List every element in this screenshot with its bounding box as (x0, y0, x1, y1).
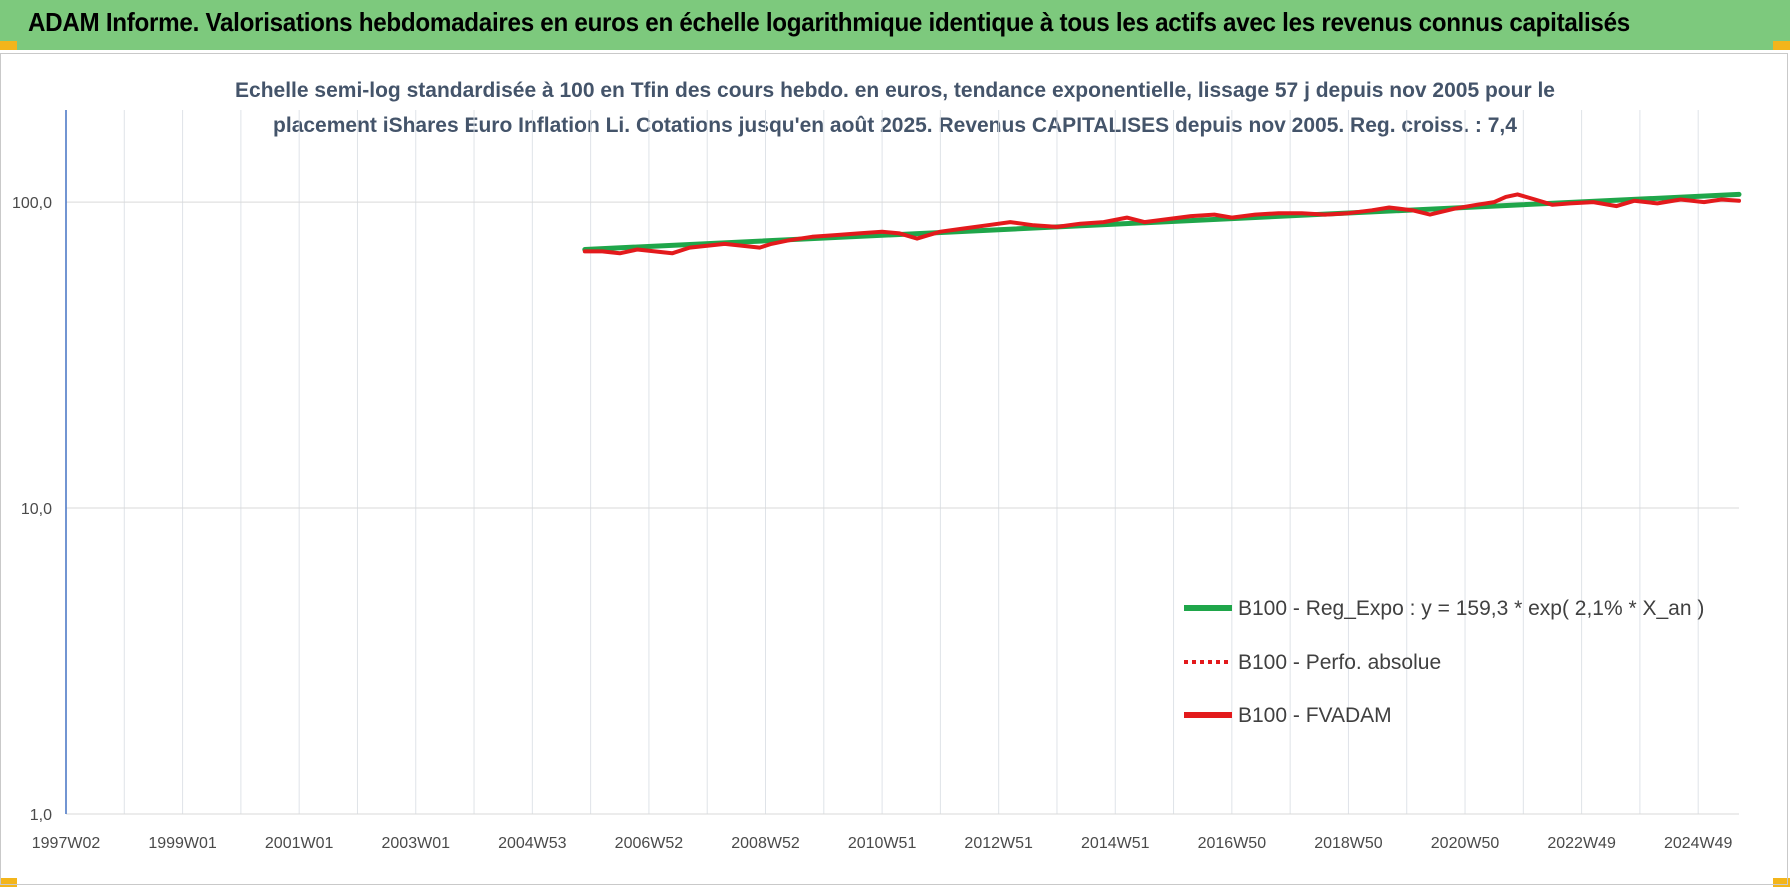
vertical-gridlines (65, 110, 1699, 814)
corner-marker-top-left (0, 41, 17, 50)
y-tick-label: 10,0 (21, 501, 52, 518)
x-tick-labels: 1997W02 1999W01 2001W01 2003W01 2004W53 2006W… (32, 835, 1733, 852)
corner-marker-top-right (1773, 41, 1790, 50)
y-tick-label: 100,0 (12, 195, 52, 212)
legend-label-1: B100 - Perfo. absolue (1238, 651, 1441, 674)
x-tick-label: 2022W49 (1547, 835, 1616, 852)
x-tick-label: 2006W52 (615, 835, 684, 852)
x-tick-label: 2020W50 (1431, 835, 1500, 852)
chart-legend: B100 - Reg_Expo : y = 159,3 * exp( 2,1% … (1184, 597, 1704, 727)
corner-marker-bottom-left (0, 878, 17, 887)
series-line-2 (582, 192, 1741, 256)
x-tick-label: 2010W51 (848, 835, 917, 852)
y-tick-label: 1,0 (30, 807, 52, 824)
x-tick-label: 2012W51 (964, 835, 1033, 852)
x-tick-label: 2024W49 (1664, 835, 1733, 852)
x-tick-label: 1997W02 (32, 835, 101, 852)
horizontal-gridlines (66, 201, 1739, 815)
report-banner: ADAM Informe. Valorisations hebdomadaire… (0, 0, 1790, 50)
x-tick-label: 2001W01 (265, 835, 334, 852)
chart-area-border (0, 53, 1788, 885)
x-tick-label: 2008W52 (731, 835, 800, 852)
legend-label-0: B100 - Reg_Expo : y = 159,3 * exp( 2,1% … (1238, 597, 1704, 620)
chart-title-line-1: Echelle semi-log standardisée à 100 en T… (235, 79, 1555, 102)
legend-label-2: B100 - FVADAM (1238, 704, 1392, 727)
corner-marker-bottom-right (1773, 878, 1790, 887)
report-title: ADAM Informe. Valorisations hebdomadaire… (28, 7, 1630, 37)
x-tick-label: 2014W51 (1081, 835, 1150, 852)
x-tick-label: 2003W01 (382, 835, 451, 852)
chart-title-line-2: placement iShares Euro Inflation Li. Cot… (273, 114, 1517, 137)
x-tick-label: 2018W50 (1314, 835, 1383, 852)
y-tick-labels: 1,0 10,0 100,0 (12, 195, 52, 824)
x-tick-label: 2016W50 (1198, 835, 1267, 852)
series-layer (582, 191, 1742, 256)
x-tick-label: 2004W53 (498, 835, 567, 852)
x-tick-label: 1999W01 (148, 835, 217, 852)
